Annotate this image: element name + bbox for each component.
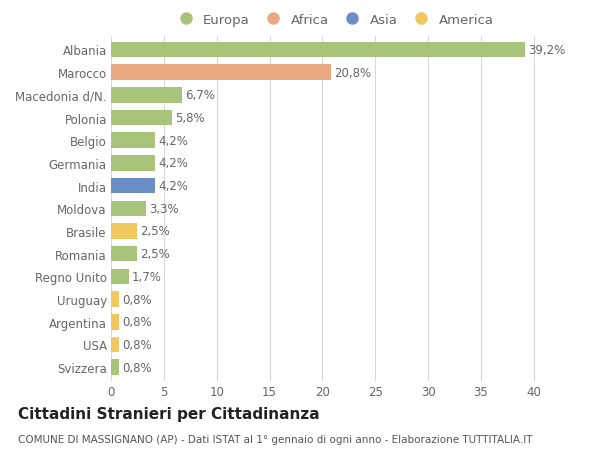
Text: 4,2%: 4,2% <box>158 180 188 193</box>
Bar <box>111 269 129 285</box>
Bar <box>111 292 119 307</box>
Text: Cittadini Stranieri per Cittadinanza: Cittadini Stranieri per Cittadinanza <box>18 406 320 421</box>
Bar <box>111 224 137 239</box>
Text: 2,5%: 2,5% <box>140 248 170 261</box>
Text: 0,8%: 0,8% <box>122 361 152 374</box>
Text: 3,3%: 3,3% <box>149 202 179 215</box>
Text: 4,2%: 4,2% <box>158 134 188 147</box>
Bar <box>111 337 119 353</box>
Text: 5,8%: 5,8% <box>175 112 205 125</box>
Bar <box>111 360 119 375</box>
Bar <box>111 43 526 58</box>
Bar <box>111 88 182 103</box>
Legend: Europa, Africa, Asia, America: Europa, Africa, Asia, America <box>173 14 493 27</box>
Bar <box>111 156 155 171</box>
Text: 2,5%: 2,5% <box>140 225 170 238</box>
Text: 0,8%: 0,8% <box>122 338 152 351</box>
Text: 0,8%: 0,8% <box>122 293 152 306</box>
Bar <box>111 133 155 149</box>
Text: 20,8%: 20,8% <box>334 67 371 79</box>
Text: 0,8%: 0,8% <box>122 316 152 329</box>
Text: 4,2%: 4,2% <box>158 157 188 170</box>
Text: 39,2%: 39,2% <box>529 44 566 57</box>
Bar <box>111 201 146 217</box>
Bar <box>111 179 155 194</box>
Text: COMUNE DI MASSIGNANO (AP) - Dati ISTAT al 1° gennaio di ogni anno - Elaborazione: COMUNE DI MASSIGNANO (AP) - Dati ISTAT a… <box>18 434 533 444</box>
Text: 6,7%: 6,7% <box>185 89 215 102</box>
Text: 1,7%: 1,7% <box>132 270 162 283</box>
Bar <box>111 111 172 126</box>
Bar <box>111 314 119 330</box>
Bar <box>111 246 137 262</box>
Bar <box>111 65 331 81</box>
